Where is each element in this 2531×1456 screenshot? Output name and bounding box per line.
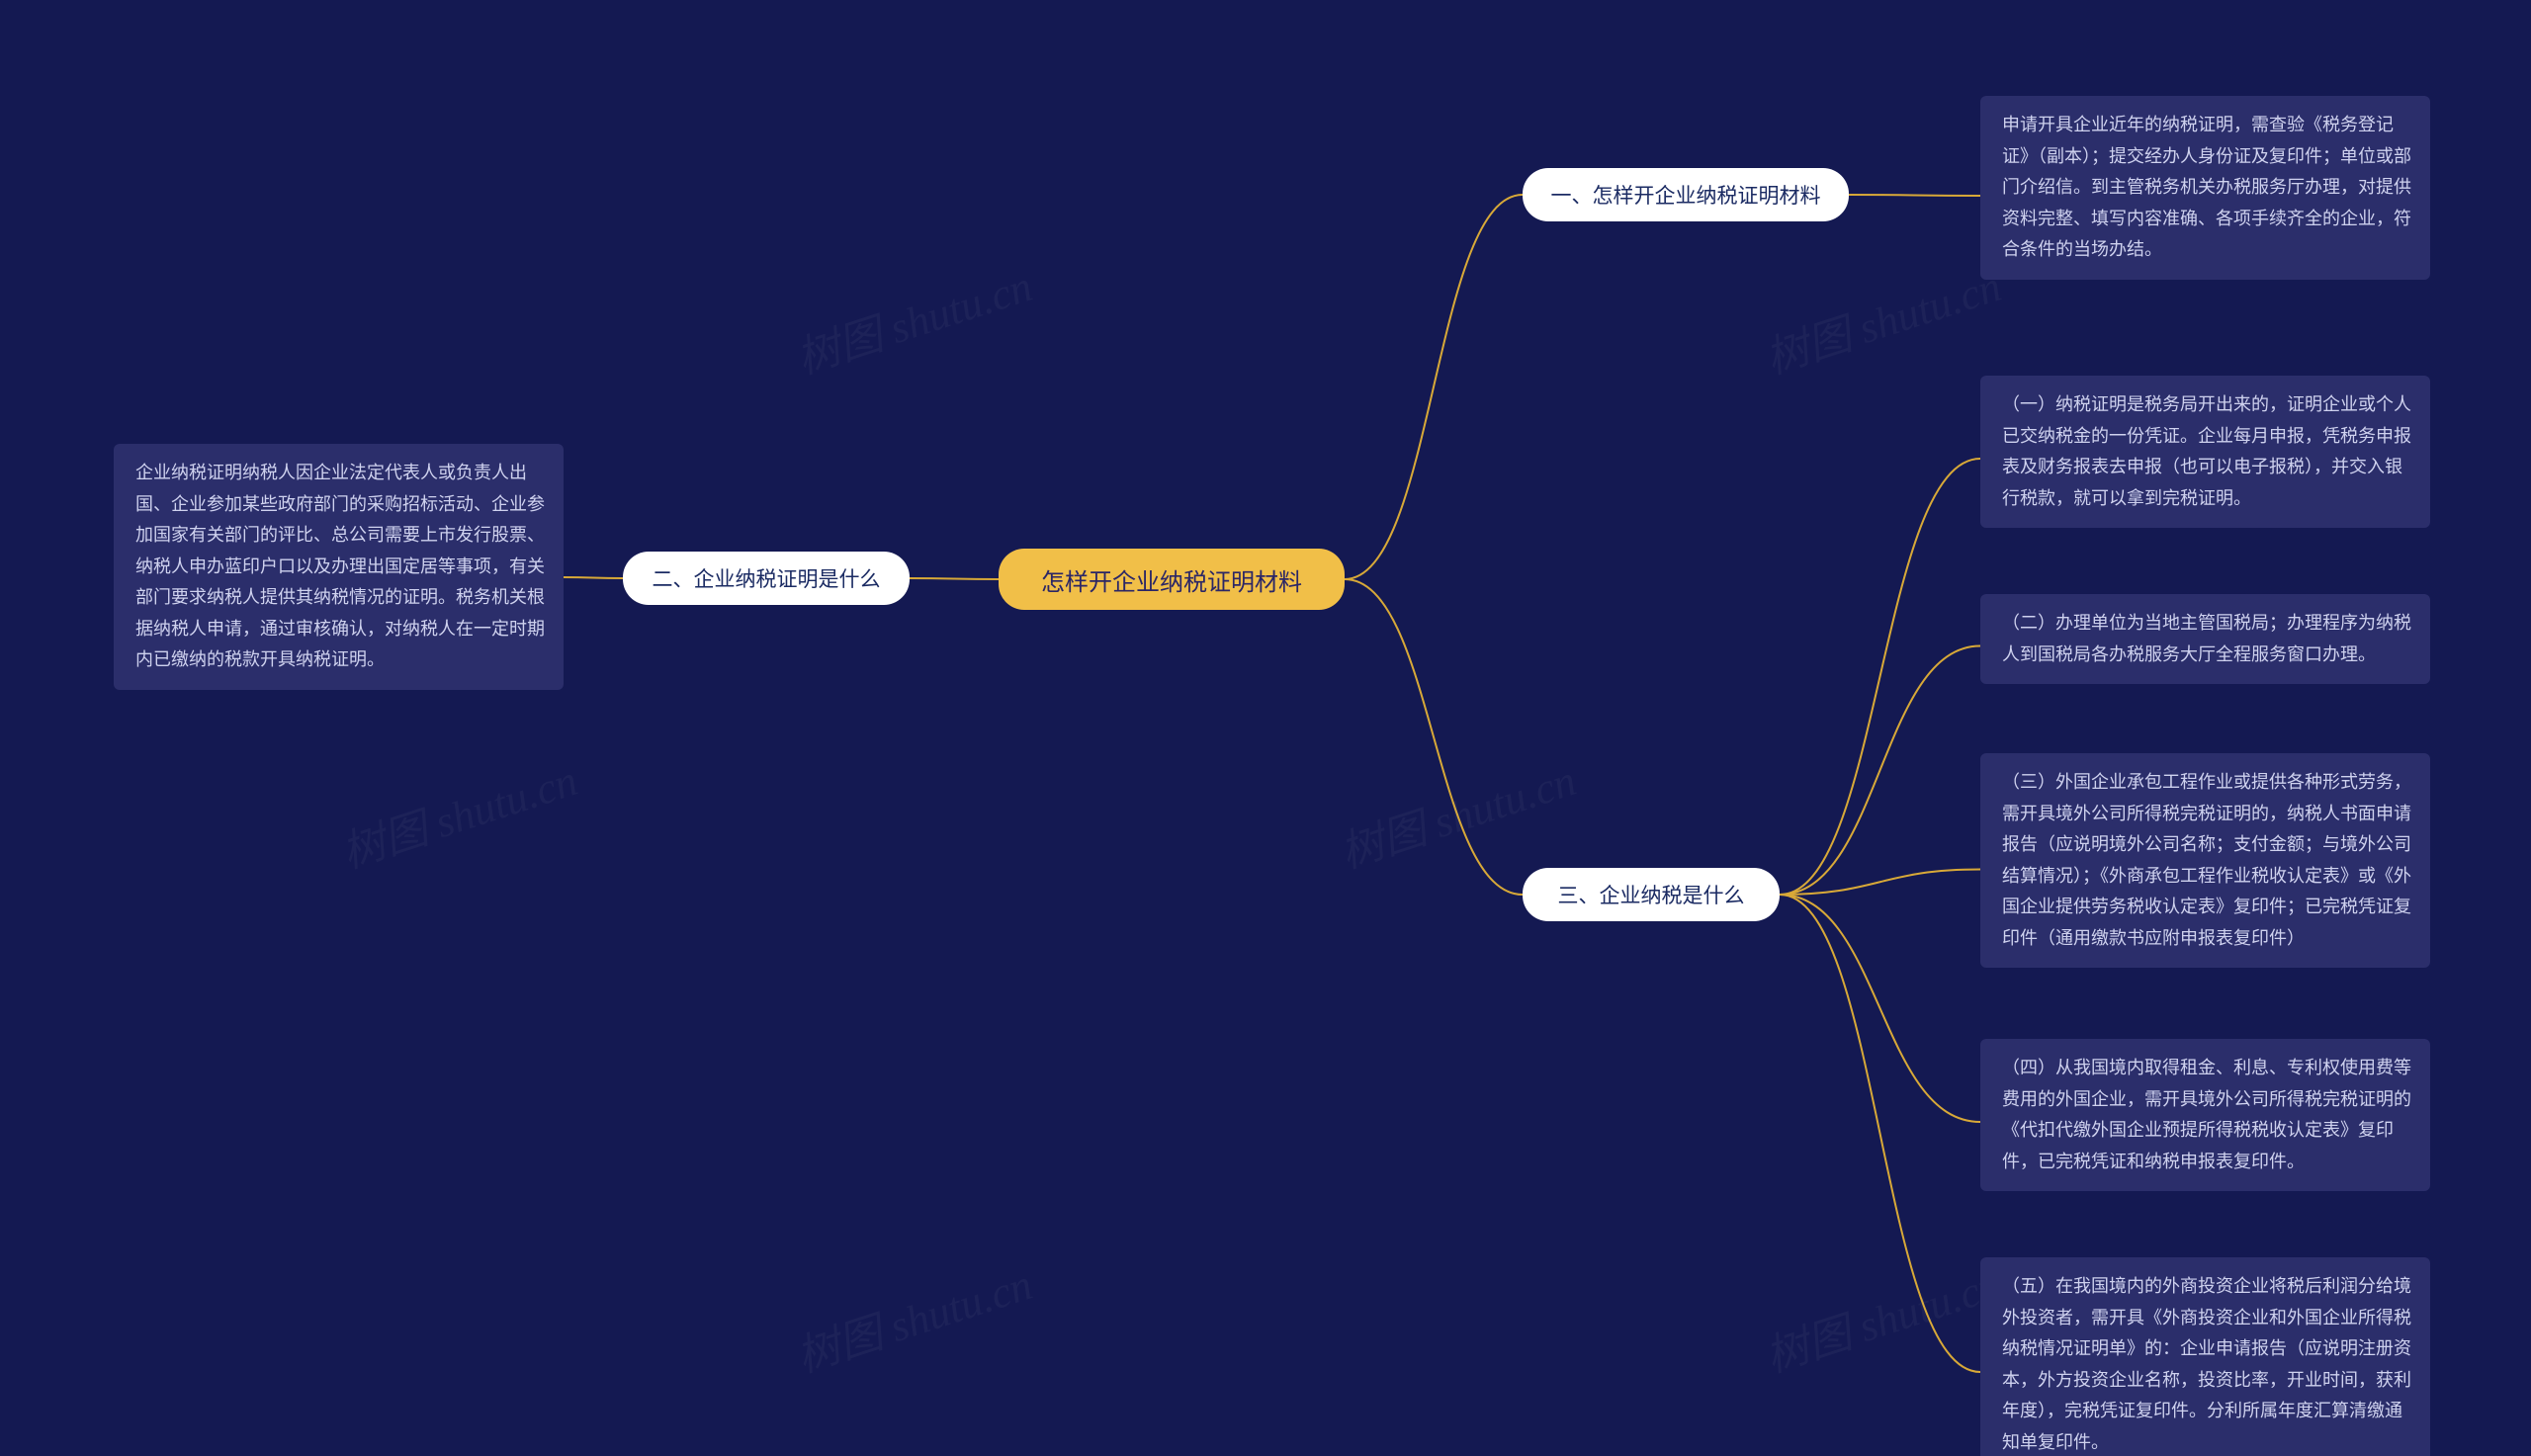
- watermark: 树图 shutu.cn: [332, 744, 584, 880]
- branch-label: 二、企业纳税证明是什么: [653, 563, 881, 593]
- leaf-text: （五）在我国境内的外商投资企业将税后利润分给境外投资者，需开具《外商投资企业和外…: [2002, 1276, 2411, 1452]
- watermark: 树图 shutu.cn: [787, 250, 1039, 385]
- leaf-text: （三）外国企业承包工程作业或提供各种形式劳务，需开具境外公司所得税完税证明的，纳…: [2002, 772, 2411, 948]
- watermark: 树图 shutu.cn: [1756, 1248, 2008, 1384]
- branch-label: 一、怎样开企业纳税证明材料: [1551, 180, 1821, 210]
- branch-node: 一、怎样开企业纳税证明材料: [1523, 168, 1849, 221]
- leaf-node: （五）在我国境内的外商投资企业将税后利润分给境外投资者，需开具《外商投资企业和外…: [1980, 1257, 2430, 1456]
- leaf-node: （二）办理单位为当地主管国税局；办理程序为纳税人到国税局各办税服务大厅全程服务窗…: [1980, 594, 2430, 684]
- root-label: 怎样开企业纳税证明材料: [1041, 562, 1302, 597]
- watermark: 树图 shutu.cn: [1756, 250, 2008, 385]
- leaf-node: （四）从我国境内取得租金、利息、专利权使用费等费用的外国企业，需开具境外公司所得…: [1980, 1039, 2430, 1191]
- leaf-text: （四）从我国境内取得租金、利息、专利权使用费等费用的外国企业，需开具境外公司所得…: [2002, 1058, 2411, 1171]
- root-node: 怎样开企业纳税证明材料: [999, 549, 1345, 610]
- leaf-node: （三）外国企业承包工程作业或提供各种形式劳务，需开具境外公司所得税完税证明的，纳…: [1980, 753, 2430, 968]
- watermark: 树图 shutu.cn: [787, 1248, 1039, 1384]
- leaf-text: 申请开具企业近年的纳税证明，需查验《税务登记证》（副本）；提交经办人身份证及复印…: [2002, 115, 2411, 259]
- leaf-node: 企业纳税证明纳税人因企业法定代表人或负责人出国、企业参加某些政府部门的采购招标活…: [114, 444, 564, 690]
- branch-label: 三、企业纳税是什么: [1558, 880, 1745, 909]
- watermark: 树图 shutu.cn: [1331, 744, 1583, 880]
- leaf-text: （二）办理单位为当地主管国税局；办理程序为纳税人到国税局各办税服务大厅全程服务窗…: [2002, 613, 2411, 664]
- leaf-text: 企业纳税证明纳税人因企业法定代表人或负责人出国、企业参加某些政府部门的采购招标活…: [135, 463, 545, 669]
- leaf-text: （一）纳税证明是税务局开出来的，证明企业或个人已交纳税金的一­份凭证。企业每月申…: [2002, 394, 2411, 508]
- branch-node: 二、企业纳税证明是什么: [623, 552, 910, 605]
- leaf-node: 申请开具企业近年的纳税证明，需查验《税务登记证》（副本）；提交经办人身份证及复印…: [1980, 96, 2430, 280]
- leaf-node: （一）纳税证明是税务局开出来的，证明企业或个人已交纳税金的一­份凭证。企业每月申…: [1980, 376, 2430, 528]
- branch-node: 三、企业纳税是什么: [1523, 868, 1780, 921]
